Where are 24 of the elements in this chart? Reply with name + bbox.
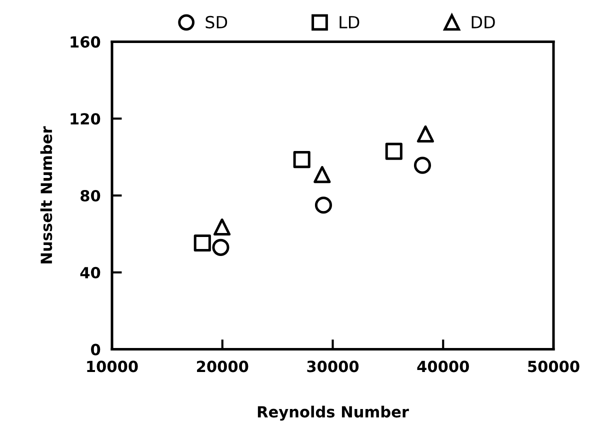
x-axis-title: Reynolds Number xyxy=(258,406,409,421)
point xyxy=(194,234,211,252)
x-tick-label: 30000 xyxy=(307,360,359,372)
x-tick-label: 10000 xyxy=(87,360,138,372)
legend-label: DD xyxy=(472,16,495,28)
legend-label: LD xyxy=(340,16,360,28)
point xyxy=(314,196,332,214)
x-tick-label: 40000 xyxy=(417,360,469,372)
y-tick-label: 120 xyxy=(70,113,100,125)
y-tick-label: 0 xyxy=(90,344,100,356)
legend-label: SD xyxy=(206,16,228,28)
x-tick-label: 50000 xyxy=(528,360,580,372)
point xyxy=(416,125,434,143)
point xyxy=(293,151,310,168)
point xyxy=(214,218,231,236)
point xyxy=(314,166,331,184)
point xyxy=(212,238,230,256)
x-tick-label: 20000 xyxy=(197,360,248,372)
y-tick-label: 160 xyxy=(70,36,100,48)
y-tick-label: 80 xyxy=(80,190,100,202)
point xyxy=(414,156,432,174)
y-axis-title: Nusselt Number xyxy=(40,126,52,264)
y-tick-label: 40 xyxy=(80,266,100,278)
point xyxy=(385,142,402,160)
